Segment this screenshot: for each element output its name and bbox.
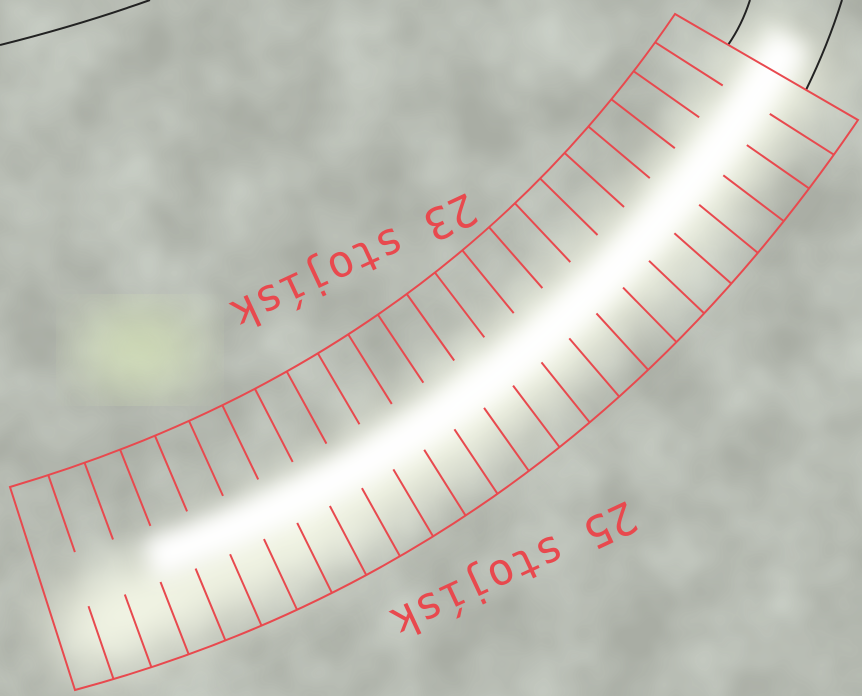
parking-stalls: [8, 12, 860, 692]
stall-divider: [347, 333, 393, 405]
stall-divider: [648, 260, 705, 315]
stall-divider: [587, 125, 651, 179]
boundary-line: [805, 0, 843, 91]
stall-divider: [263, 538, 298, 611]
stall-divider: [461, 249, 515, 314]
stall-divider: [453, 428, 499, 495]
stall-divider: [514, 202, 572, 263]
stall-divider: [563, 152, 625, 208]
stall-divider: [87, 605, 115, 680]
stall-divider: [540, 361, 591, 424]
stall-divider: [221, 404, 260, 480]
stall-divider: [361, 487, 401, 557]
stall-divider: [119, 449, 152, 527]
parking-outline: [8, 12, 860, 692]
stall-divider: [123, 594, 153, 668]
stall-divider: [698, 203, 759, 254]
stall-divider: [434, 271, 486, 338]
stall-divider: [722, 174, 785, 222]
stall-divider: [488, 226, 544, 289]
boundary-line: [0, 0, 151, 46]
stall-divider: [746, 144, 810, 190]
stall-divider: [254, 388, 294, 463]
boundary-line: [727, 0, 751, 46]
stall-divider: [229, 553, 263, 627]
stall-divider: [296, 522, 333, 594]
stall-divider: [159, 581, 190, 655]
stall-divider: [423, 449, 467, 517]
stall-divider: [47, 474, 76, 553]
stall-divider: [154, 435, 188, 512]
stall-divider: [622, 286, 678, 343]
stall-divider: [595, 312, 649, 371]
stall-divider: [610, 98, 676, 149]
stall-divider: [654, 41, 724, 87]
stall-divider: [194, 568, 227, 641]
stall-divider: [405, 293, 455, 362]
vegetation: [80, 310, 200, 390]
stall-divider: [483, 407, 530, 472]
stall-divider: [285, 370, 328, 445]
stall-divider: [769, 113, 835, 156]
stall-divider: [316, 352, 361, 425]
stall-divider: [328, 505, 368, 576]
stall-divider: [377, 314, 425, 384]
stall-divider: [512, 384, 561, 448]
stall-divider: [392, 468, 434, 537]
stall-divider: [188, 420, 224, 497]
stall-divider: [568, 337, 620, 398]
stall-divider: [83, 462, 114, 540]
stall-divider: [673, 232, 732, 285]
road-highlight: [143, 29, 808, 579]
stall-divider: [539, 177, 599, 236]
stall-divider: [633, 70, 700, 119]
